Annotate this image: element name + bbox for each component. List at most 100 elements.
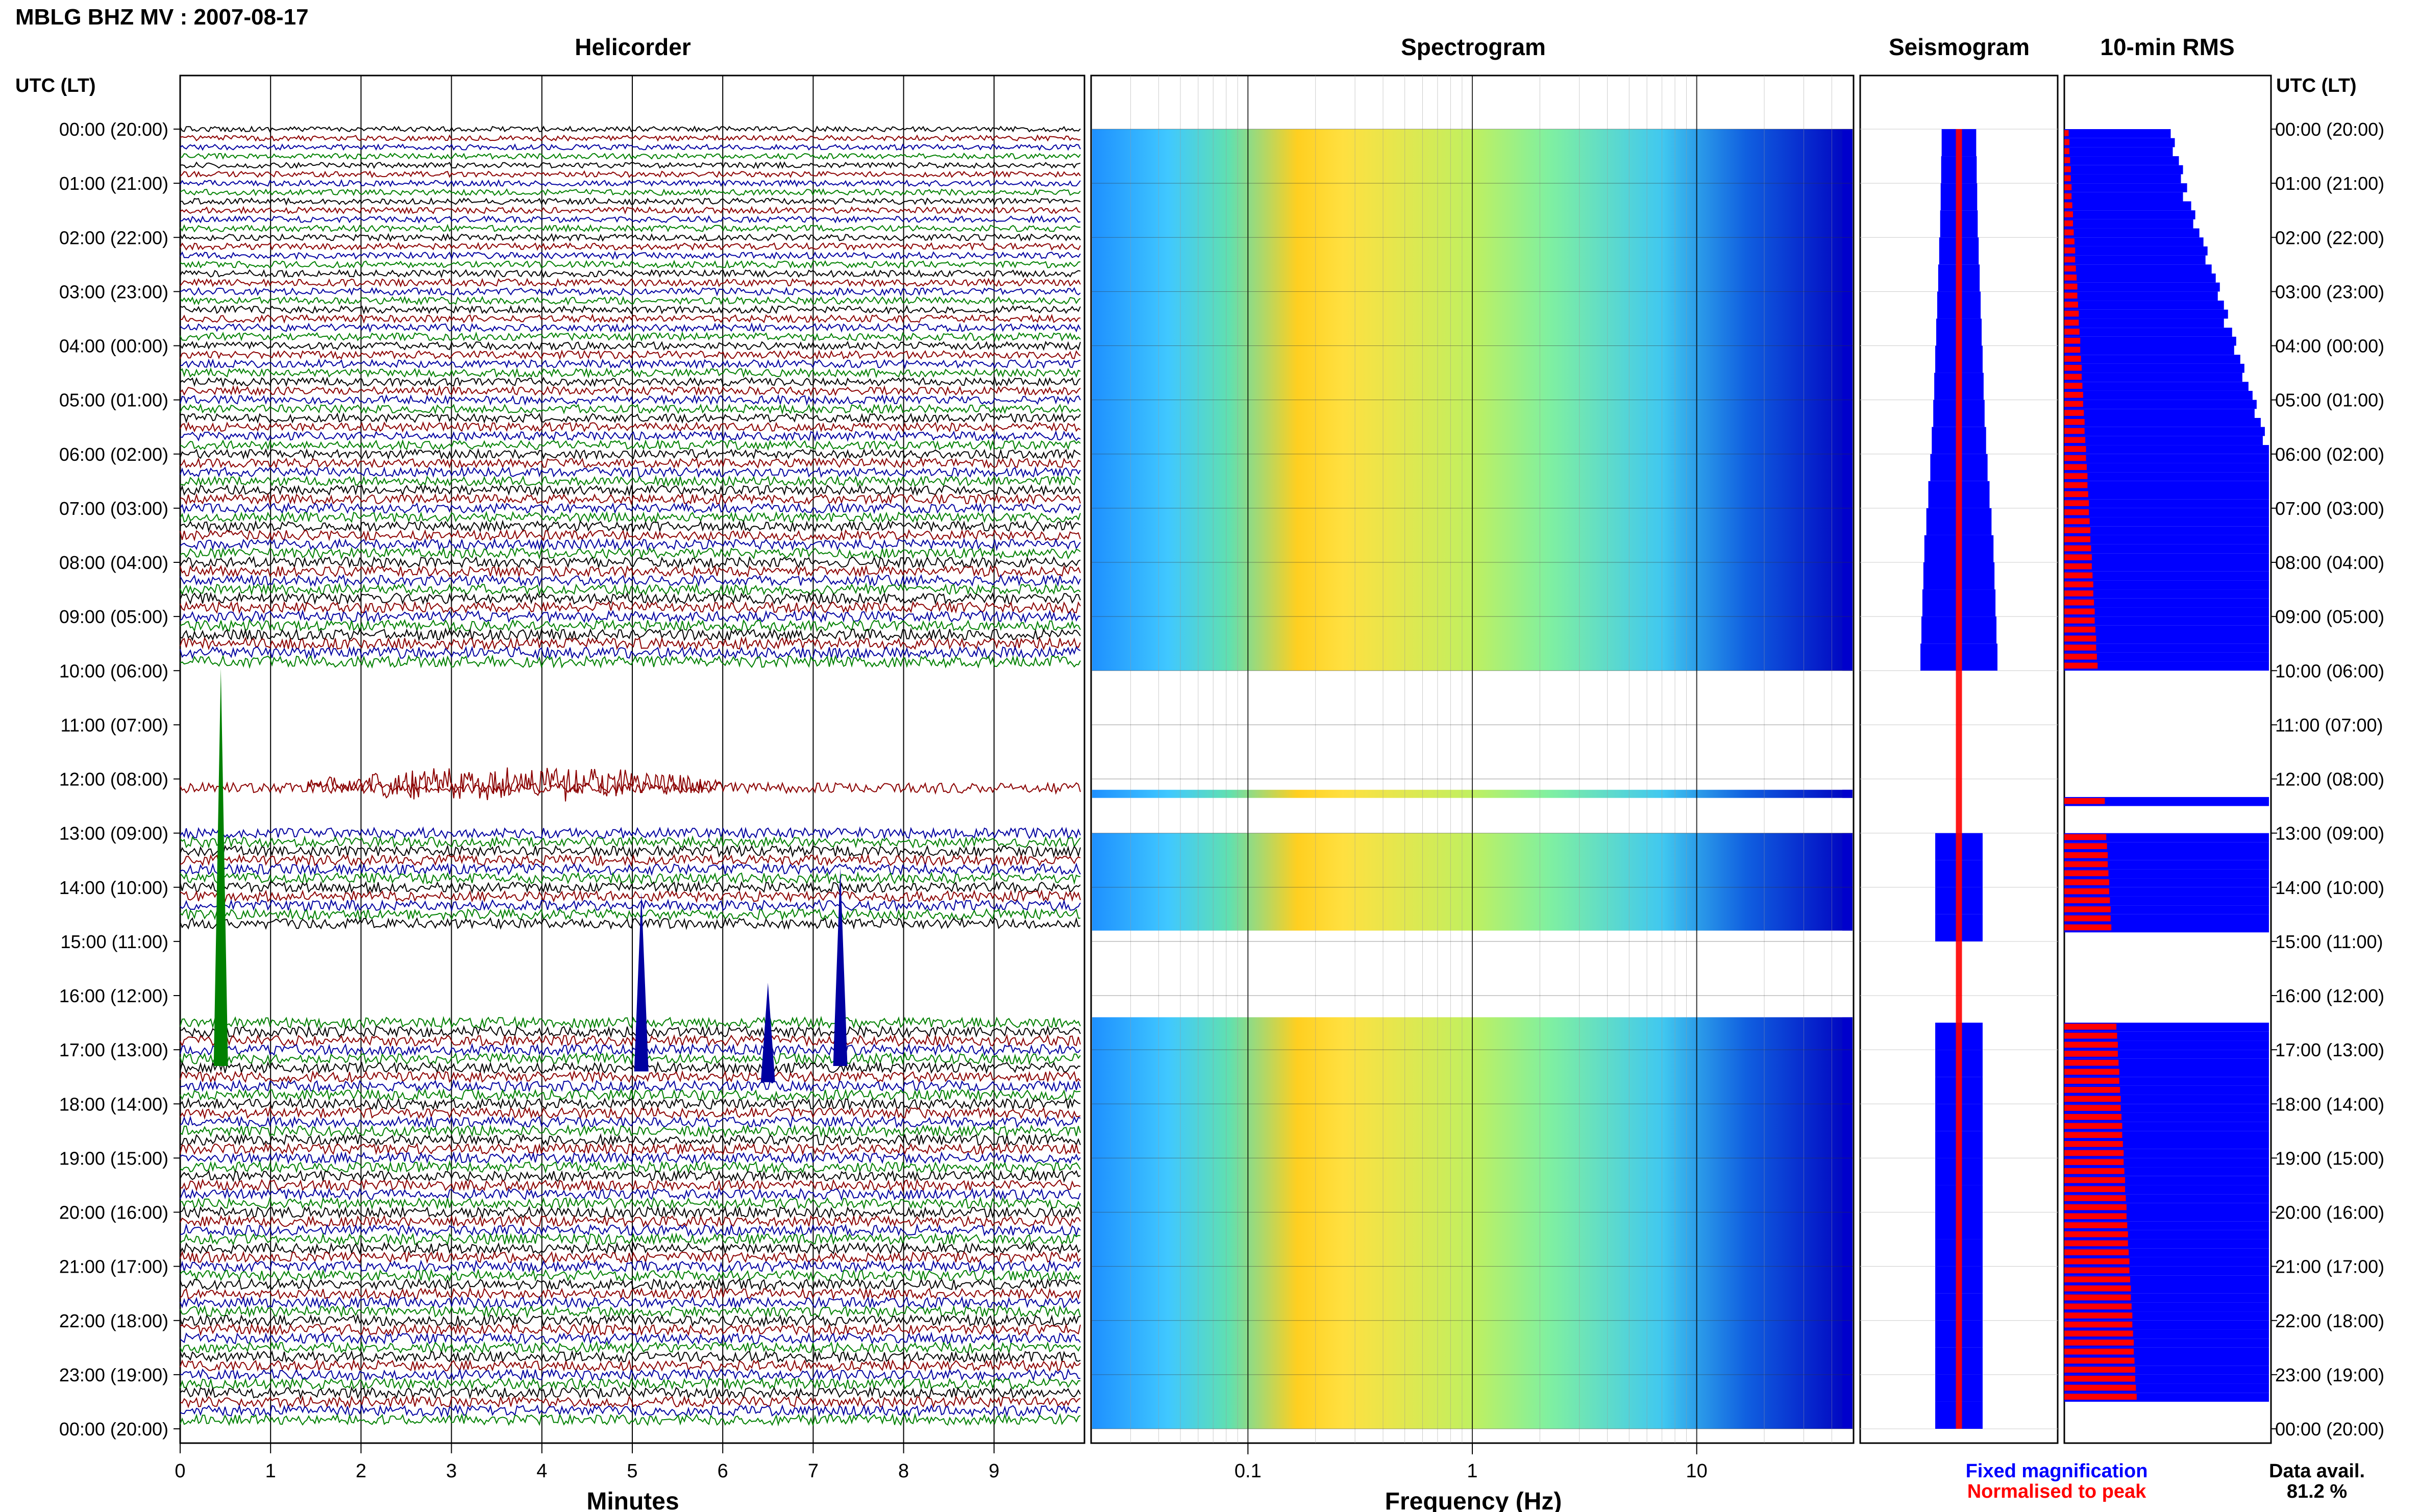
time-label-right: 06:00 (02:00) bbox=[2275, 444, 2384, 465]
time-label-left: 16:00 (12:00) bbox=[59, 985, 168, 1006]
rms-fixed-bar bbox=[2064, 553, 2269, 562]
helicorder-trace bbox=[180, 537, 1081, 552]
rms-normalised-bar bbox=[2064, 1195, 2126, 1201]
helicorder-trace bbox=[180, 844, 1081, 858]
helicorder-trace bbox=[180, 1133, 1081, 1147]
rms-fixed-bar bbox=[2064, 210, 2195, 219]
helicorder-trace bbox=[180, 1350, 1081, 1364]
rms-fixed-bar bbox=[2064, 923, 2269, 933]
rms-fixed-bar bbox=[2064, 634, 2269, 644]
rms-normalised-bar bbox=[2064, 374, 2082, 380]
rms-fixed-bar bbox=[2064, 490, 2269, 500]
rms-fixed-bar bbox=[2064, 192, 2183, 202]
rms-normalised-bar bbox=[2064, 626, 2095, 633]
time-label-left: 00:00 (20:00) bbox=[59, 119, 168, 140]
helicorder-trace bbox=[180, 916, 1081, 930]
helicorder-trace bbox=[180, 233, 1081, 242]
helicorder-panel bbox=[179, 75, 1085, 1444]
rms-fixed-bar bbox=[2064, 165, 2183, 175]
rms-normalised-bar bbox=[2064, 1141, 2123, 1147]
helicorder-trace bbox=[180, 313, 1081, 324]
time-label-left: 14:00 (10:00) bbox=[59, 877, 168, 898]
rms-fixed-bar bbox=[2064, 851, 2269, 860]
helicorder-trace bbox=[180, 574, 1081, 587]
rms-fixed-bar bbox=[2064, 138, 2175, 147]
time-label-left: 00:00 (20:00) bbox=[59, 1419, 168, 1440]
rms-normalised-bar bbox=[2064, 599, 2094, 606]
rms-fixed-bar bbox=[2064, 201, 2191, 211]
helicorder-trace bbox=[180, 564, 1081, 579]
minutes-tick-label: 0 bbox=[175, 1460, 185, 1482]
rms-normalised-bar bbox=[2064, 202, 2072, 209]
rms-normalised-bar bbox=[2064, 247, 2076, 254]
rms-normalised-bar bbox=[2064, 329, 2080, 335]
helicorder-trace bbox=[180, 862, 1081, 876]
figure-title: MBLG BHZ MV : 2007-08-17 bbox=[15, 5, 309, 30]
time-label-right: 22:00 (18:00) bbox=[2275, 1310, 2384, 1331]
rms-fixed-bar bbox=[2064, 291, 2218, 301]
rms-normalised-bar bbox=[2064, 356, 2081, 362]
data-availability-value: 81.2 % bbox=[2287, 1481, 2347, 1502]
helicorder-trace bbox=[180, 907, 1081, 922]
time-label-right: 12:00 (08:00) bbox=[2275, 769, 2384, 790]
rms-fixed-bar bbox=[2064, 499, 2269, 508]
helicorder-trace bbox=[180, 430, 1081, 442]
helicorder-trace bbox=[180, 1034, 1081, 1048]
rms-normalised-bar bbox=[2064, 238, 2075, 244]
spectrogram-edge bbox=[1842, 833, 1853, 931]
rms-fixed-bar bbox=[2064, 318, 2224, 328]
rms-normalised-bar bbox=[2064, 1168, 2125, 1174]
rms-normalised-bar bbox=[2064, 915, 2111, 922]
time-label-left: 06:00 (02:00) bbox=[59, 444, 168, 465]
rms-normalised-bar bbox=[2064, 527, 2091, 533]
rms-fixed-bar bbox=[2064, 860, 2269, 870]
helicorder-trace bbox=[180, 242, 1081, 251]
rms-normalised-bar bbox=[2064, 1059, 2119, 1066]
time-label-left: 18:00 (14:00) bbox=[59, 1094, 168, 1114]
rms-normalised-bar bbox=[2064, 1032, 2117, 1039]
frequency-tick-label: 0.1 bbox=[1235, 1460, 1262, 1482]
rms-fixed-bar bbox=[2064, 264, 2212, 274]
rms-fixed-bar bbox=[2064, 607, 2269, 617]
time-label-left: 20:00 (16:00) bbox=[59, 1202, 168, 1223]
helicorder-trace bbox=[180, 871, 1081, 885]
rms-normalised-bar bbox=[2064, 924, 2112, 931]
helicorder-trace bbox=[180, 466, 1081, 479]
helicorder-trace bbox=[180, 1160, 1081, 1174]
rms-normalised-bar bbox=[2064, 1357, 2135, 1364]
rms-fixed-bar bbox=[2064, 409, 2255, 418]
helicorder-trace bbox=[180, 286, 1081, 297]
helicorder-trace bbox=[180, 1268, 1081, 1283]
helicorder-trace bbox=[180, 439, 1081, 452]
helicorder-trace bbox=[180, 251, 1081, 261]
time-label-left: 07:00 (03:00) bbox=[59, 498, 168, 519]
helicorder-trace bbox=[180, 1061, 1081, 1075]
helicorder-trace bbox=[180, 1169, 1081, 1183]
time-label-right: 01:00 (21:00) bbox=[2275, 173, 2384, 194]
helicorder-trace bbox=[180, 1358, 1081, 1373]
rms-normalised-bar bbox=[2064, 554, 2092, 560]
time-label-right: 21:00 (17:00) bbox=[2275, 1256, 2384, 1277]
rms-fixed-bar bbox=[2064, 589, 2269, 599]
helicorder-trace bbox=[180, 457, 1081, 469]
rms-fixed-bar bbox=[2064, 508, 2269, 517]
helicorder-trace bbox=[180, 448, 1081, 460]
rms-normalised-bar bbox=[2064, 292, 2078, 299]
helicorder-event-spike bbox=[833, 866, 848, 1066]
minutes-tick-label: 8 bbox=[898, 1460, 909, 1482]
rms-normalised-bar bbox=[2064, 184, 2072, 190]
time-label-left: 03:00 (23:00) bbox=[59, 281, 168, 302]
rms-fixed-bar bbox=[2064, 282, 2220, 292]
rms-panel bbox=[2063, 75, 2272, 1444]
rms-normalised-bar bbox=[2064, 1276, 2130, 1282]
minutes-tick-label: 7 bbox=[808, 1460, 819, 1482]
rms-normalised-bar bbox=[2064, 1051, 2118, 1057]
helicorder-trace bbox=[180, 1377, 1081, 1391]
rms-fixed-bar bbox=[2064, 797, 2269, 806]
rms-fixed-bar bbox=[2064, 580, 2269, 590]
data-availability-label: Data avail. bbox=[2269, 1460, 2365, 1482]
helicorder-trace bbox=[180, 134, 1081, 142]
helicorder-trace bbox=[180, 1043, 1081, 1057]
helicorder-trace bbox=[180, 215, 1081, 224]
